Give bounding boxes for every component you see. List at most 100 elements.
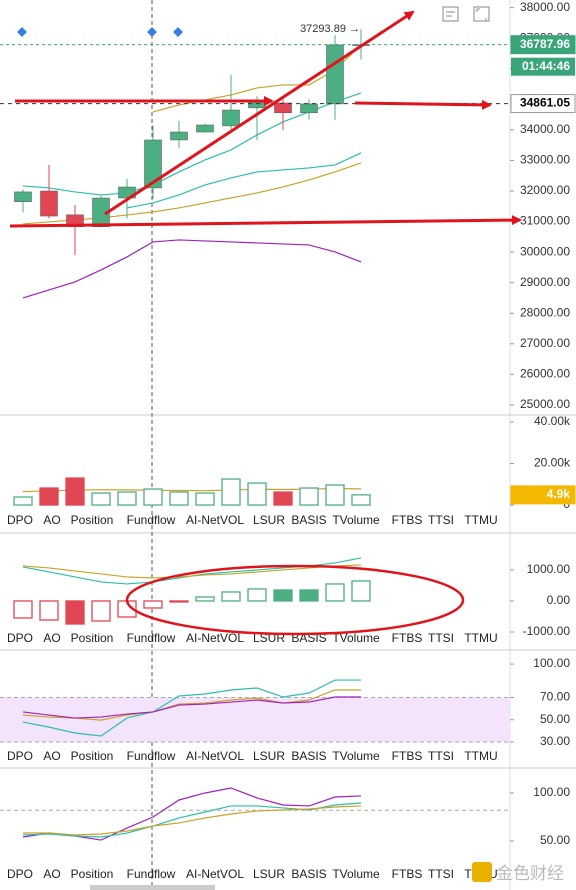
indicator-tab[interactable]: LSUR xyxy=(253,513,285,527)
y-tick-label: 100.00 xyxy=(533,785,570,799)
indicator-tab[interactable]: FTBS xyxy=(392,749,423,763)
indicator-tab[interactable]: Position xyxy=(71,867,114,881)
bar xyxy=(91,492,111,506)
indicator-tab[interactable]: DPO xyxy=(7,631,33,645)
candle-body xyxy=(40,190,58,217)
indicator-tab[interactable]: AO xyxy=(43,631,60,645)
candle-body xyxy=(196,124,214,133)
indicator-line xyxy=(22,696,361,719)
y-tick-label: 27000.00 xyxy=(520,336,570,350)
arrow xyxy=(9,215,522,228)
y-tick-label: 25000.00 xyxy=(520,397,570,411)
line-price-label: 34861.05 xyxy=(520,96,570,110)
countdown-box xyxy=(511,57,575,76)
y-tick-label: 26000.00 xyxy=(520,367,570,381)
indicator-tab[interactable]: TTSI xyxy=(428,513,454,527)
y-tick-label: 33000.00 xyxy=(520,153,570,167)
bar xyxy=(273,491,293,506)
icon xyxy=(476,8,487,22)
y-tick-label: 28000.00 xyxy=(520,305,570,319)
indicator-tab[interactable]: BASIS xyxy=(291,749,326,763)
icon[interactable] xyxy=(442,6,459,22)
scrollbar[interactable] xyxy=(90,885,215,890)
indicator-line xyxy=(126,152,362,209)
indicator-tab[interactable]: LSUR xyxy=(253,749,285,763)
bar xyxy=(65,600,85,625)
indicator-tab[interactable]: FTBS xyxy=(392,513,423,527)
indicator-tab[interactable]: TTMU xyxy=(464,749,497,763)
indicator-line xyxy=(22,787,362,841)
indicator-tab[interactable]: DPO xyxy=(7,513,33,527)
bar xyxy=(247,588,267,602)
watermark-logo xyxy=(472,862,492,882)
band xyxy=(0,697,510,743)
bar xyxy=(299,589,319,602)
indicator-tab[interactable]: TVolume xyxy=(332,749,380,763)
last-price-label: 36787.96 xyxy=(520,37,570,51)
indicator-line xyxy=(22,239,362,299)
indicator-tab[interactable]: Fundflow xyxy=(127,749,176,763)
indicator-tab[interactable]: TTSI xyxy=(428,631,454,645)
indicator-line xyxy=(22,679,361,737)
indicator-tab[interactable]: AO xyxy=(43,513,60,527)
indicator-tab[interactable]: AI-NetVOL xyxy=(186,513,244,527)
indicator-tab[interactable]: TTMU xyxy=(464,513,497,527)
indicator-tab[interactable]: AO xyxy=(43,749,60,763)
bar xyxy=(247,482,267,506)
y-tick-label: 30.00 xyxy=(540,734,570,748)
indicator-tab[interactable]: AI-NetVOL xyxy=(186,749,244,763)
y-tick-label: 38000.00 xyxy=(520,0,570,14)
indicator-tab[interactable]: Fundflow xyxy=(127,631,176,645)
candle-body xyxy=(170,131,188,141)
bar xyxy=(325,484,345,506)
indicator-tab[interactable]: AI-NetVOL xyxy=(186,631,244,645)
indicator-tab[interactable]: Fundflow xyxy=(127,867,176,881)
y-tick-label: 20.00k xyxy=(534,456,571,470)
watermark-text: 金色财经 xyxy=(496,864,564,884)
indicator-tab[interactable]: Position xyxy=(71,631,114,645)
last-value-label-box xyxy=(510,485,576,505)
y-tick-label: 40.00k xyxy=(534,414,571,428)
candle-body xyxy=(274,102,292,114)
highlight-ellipse xyxy=(125,564,465,636)
annotations xyxy=(9,10,522,636)
indicator-tab[interactable]: DPO xyxy=(7,867,33,881)
bar xyxy=(65,477,85,506)
indicator-tab[interactable]: Fundflow xyxy=(127,513,176,527)
bar xyxy=(325,583,345,602)
indicator-tab[interactable]: FTBS xyxy=(392,867,423,881)
indicator-tab[interactable]: TVolume xyxy=(332,513,380,527)
bar xyxy=(39,487,59,506)
indicator-tab[interactable]: TTSI xyxy=(428,749,454,763)
bar xyxy=(221,591,241,602)
y-tick-label: 34000.00 xyxy=(520,122,570,136)
indicator-tab[interactable]: AI-NetVOL xyxy=(186,867,244,881)
candle-body xyxy=(326,44,344,105)
y-tick-label: 50.00 xyxy=(540,833,570,847)
indicator-tab[interactable]: LSUR xyxy=(253,867,285,881)
indicator-tab[interactable]: BASIS xyxy=(291,513,326,527)
indicator-tab[interactable]: Position xyxy=(71,513,114,527)
y-tick-label: 1000.00 xyxy=(527,562,571,576)
indicator-tab[interactable]: BASIS xyxy=(291,867,326,881)
indicator-tab[interactable]: DPO xyxy=(7,749,33,763)
bar xyxy=(169,491,189,506)
bar xyxy=(39,600,59,621)
indicator-tab[interactable]: TVolume xyxy=(332,631,380,645)
bar xyxy=(221,478,241,506)
icon[interactable] xyxy=(473,6,490,22)
indicator-tab[interactable]: TTSI xyxy=(428,867,454,881)
indicator-tab[interactable]: TVolume xyxy=(332,867,380,881)
indicator-tab[interactable]: TTMU xyxy=(464,631,497,645)
candle-body xyxy=(14,191,32,202)
candle-body xyxy=(222,109,240,127)
y-tick-label: 50.00 xyxy=(540,712,570,726)
watermark: 金色财经 xyxy=(472,862,564,884)
indicator-tab[interactable]: Position xyxy=(71,749,114,763)
toolbar-icons xyxy=(442,6,490,22)
indicator-tab[interactable]: AO xyxy=(43,867,60,881)
indicator-line xyxy=(23,805,362,836)
indicator-tab[interactable]: FTBS xyxy=(392,631,423,645)
bar xyxy=(117,491,137,506)
y-tick-label: 70.00 xyxy=(540,690,570,704)
